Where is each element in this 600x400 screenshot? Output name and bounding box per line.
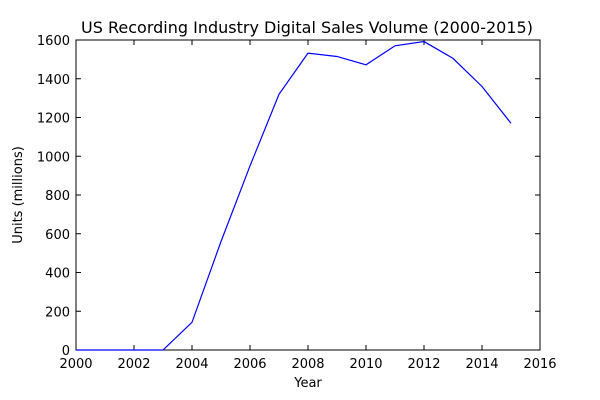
x-tick-label: 2010 (349, 357, 382, 372)
y-tick-label: 1200 (37, 112, 70, 127)
x-tick-label: 2016 (523, 357, 556, 372)
y-axis-label: Units (millions) (11, 146, 26, 244)
x-tick-label: 2004 (175, 357, 208, 372)
y-tick-label: 400 (45, 267, 70, 282)
x-tick-label: 2012 (407, 357, 440, 372)
x-tick-label: 2006 (233, 357, 266, 372)
y-tick-label: 1400 (37, 73, 70, 88)
y-tick-label: 800 (45, 189, 70, 204)
x-tick-label: 2008 (291, 357, 324, 372)
y-tick-label: 600 (45, 228, 70, 243)
x-tick-label: 2002 (117, 357, 150, 372)
x-axis-label: Year (293, 376, 322, 391)
y-axis: 0 200 400 600 800 1000 1200 1400 1600 (37, 34, 540, 359)
plot-area-frame (75, 39, 541, 351)
x-axis: 2000 2002 2004 2006 2008 2010 2012 2014 2016 (59, 40, 557, 372)
x-tick-label: 2000 (59, 357, 92, 372)
x-tick-label: 2014 (465, 357, 498, 372)
series-layer (76, 40, 512, 351)
y-tick-label: 200 (45, 305, 70, 320)
chart-title: US Recording Industry Digital Sales Volu… (81, 18, 533, 37)
y-tick-label: 1000 (37, 150, 70, 165)
y-tick-label: 1600 (37, 34, 70, 49)
series-line (76, 40, 512, 351)
y-tick-label: 0 (62, 344, 70, 359)
